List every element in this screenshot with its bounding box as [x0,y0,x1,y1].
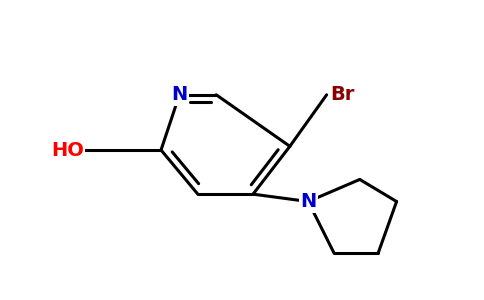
Text: N: N [300,192,317,211]
Text: N: N [171,85,188,104]
Text: Br: Br [331,85,355,104]
Text: HO: HO [51,140,84,160]
